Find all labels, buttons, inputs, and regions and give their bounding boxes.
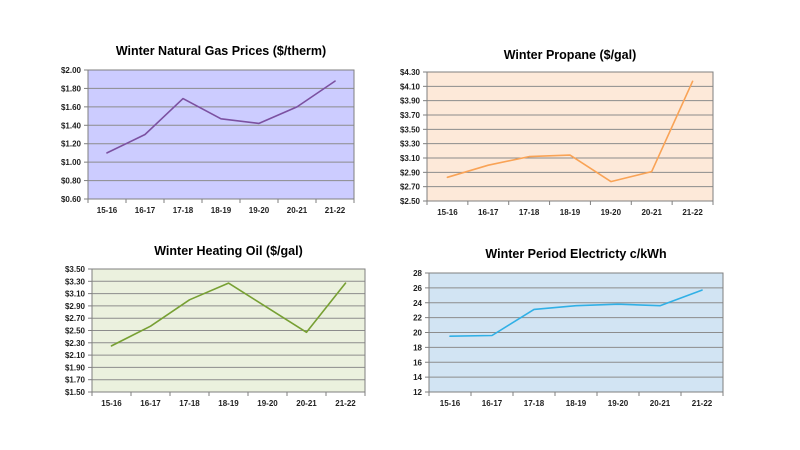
x-tick-label: 15-16 [440, 399, 461, 408]
x-tick-label: 21-22 [335, 399, 356, 408]
x-tick-label: 17-18 [173, 206, 194, 215]
y-tick-label: $2.50 [400, 197, 421, 206]
x-tick-label: 21-22 [692, 399, 713, 408]
x-tick-label: 19-20 [257, 399, 278, 408]
y-tick-label: 14 [413, 373, 422, 382]
chart-electricity: Winter Period Electricty c/kWh 28 26 24 22 2… [400, 243, 732, 408]
x-tick-label: 21-22 [682, 208, 703, 217]
y-tick-label: $3.30 [65, 277, 86, 286]
x-tick-label: 18-19 [211, 206, 232, 215]
chart-plot-mount: 28 26 24 22 20 18 16 14 12 15-16 16-17 17-18 18-19 19… [400, 243, 732, 413]
y-tick-label: 12 [413, 388, 422, 397]
y-tick-label: $3.30 [400, 140, 421, 149]
chart-propane: Winter Propane ($/gal) $4.30 $4.10 $3.90 $3… [398, 42, 726, 222]
y-tick-label: 18 [413, 343, 422, 352]
chart-plot-mount: $4.30 $4.10 $3.90 $3.70 $3.50 $3.30 $3.10 $2.90… [398, 42, 726, 227]
y-tick-label: 22 [413, 314, 422, 323]
chart-title: Winter Propane ($/gal) [503, 48, 637, 62]
y-tick-label: $4.10 [400, 82, 421, 91]
x-tick-label: 16-17 [140, 399, 161, 408]
x-tick-label: 16-17 [135, 206, 156, 215]
y-tick-label: $3.50 [65, 265, 86, 274]
y-tick-label: $2.90 [65, 302, 86, 311]
data-line [110, 282, 347, 347]
plot-border [428, 272, 724, 393]
data-line [106, 80, 336, 154]
plot-border [87, 69, 355, 200]
x-tick-label: 15-16 [101, 399, 122, 408]
chart-canvas: 28 26 24 22 20 18 16 14 12 15-16 16-17 17-18 18-19 19… [413, 269, 724, 408]
x-tick-label: 17-18 [519, 208, 540, 217]
plot-border [426, 71, 714, 202]
data-line [449, 289, 703, 337]
y-tick-label: $2.70 [400, 183, 421, 192]
y-tick-label: $1.50 [65, 388, 86, 397]
x-tick-label: 17-18 [524, 399, 545, 408]
x-tick-label: 18-19 [218, 399, 239, 408]
plot-border [91, 268, 366, 393]
y-tick-label: 24 [413, 299, 422, 308]
x-tick-label: 17-18 [179, 399, 200, 408]
y-tick-label: $0.80 [61, 177, 82, 186]
y-tick-label: 20 [413, 329, 422, 338]
y-tick-label: $3.10 [65, 290, 86, 299]
y-tick-label: $3.70 [400, 111, 421, 120]
chart-heating-oil: Winter Heating Oil ($/gal) $3.50 $3.30 $3.… [58, 240, 376, 408]
chart-canvas: $3.50 $3.30 $3.10 $2.90 $2.70 $2.50 $2.30 $2.10… [65, 265, 366, 408]
x-tick-label: 19-20 [608, 399, 629, 408]
y-tick-label: $2.10 [65, 351, 86, 360]
y-tick-label: $2.30 [65, 339, 86, 348]
x-tick-label: 18-19 [566, 399, 587, 408]
y-tick-label: $3.10 [400, 154, 421, 163]
x-tick-label: 16-17 [478, 208, 499, 217]
y-tick-label: $3.50 [400, 125, 421, 134]
y-tick-label: $1.90 [65, 363, 86, 372]
x-tick-label: 19-20 [249, 206, 270, 215]
chart-title: Winter Heating Oil ($/gal) [154, 244, 303, 258]
y-tick-label: $2.50 [65, 327, 86, 336]
x-tick-label: 15-16 [437, 208, 458, 217]
y-tick-label: $2.70 [65, 314, 86, 323]
y-tick-label: $3.90 [400, 97, 421, 106]
chart-plot-mount: $2.00 $1.80 $1.60 $1.40 $1.20 $1.00 $0.80 $0.60… [55, 40, 367, 227]
y-tick-label: $2.90 [400, 168, 421, 177]
chart-canvas: $4.30 $4.10 $3.90 $3.70 $3.50 $3.30 $3.10 $2.90… [400, 68, 714, 217]
x-tick-label: 18-19 [560, 208, 581, 217]
chart-title: Winter Period Electricty c/kWh [485, 247, 667, 261]
x-tick-label: 20-21 [296, 399, 317, 408]
y-tick-label: $2.00 [61, 66, 82, 75]
x-tick-label: 20-21 [641, 208, 662, 217]
y-tick-label: $1.60 [61, 103, 82, 112]
y-tick-label: $4.30 [400, 68, 421, 77]
x-tick-label: 16-17 [482, 399, 503, 408]
y-tick-label: $0.60 [61, 195, 82, 204]
chart-natural-gas: Winter Natural Gas Prices ($/therm) $2.0… [55, 40, 367, 222]
plot-area [427, 72, 713, 201]
x-tick-label: 20-21 [287, 206, 308, 215]
chart-plot-mount: $3.50 $3.30 $3.10 $2.90 $2.70 $2.50 $2.30 $2.10… [58, 240, 376, 413]
plot-area [88, 70, 354, 199]
x-tick-label: 15-16 [97, 206, 118, 215]
y-tick-label: 26 [413, 284, 422, 293]
y-tick-label: $1.00 [61, 158, 82, 167]
y-tick-label: 28 [413, 269, 422, 278]
chart-canvas: $2.00 $1.80 $1.60 $1.40 $1.20 $1.00 $0.80 $0.60… [61, 66, 355, 215]
x-tick-label: 20-21 [650, 399, 671, 408]
y-tick-label: $1.20 [61, 140, 82, 149]
chart-title: Winter Natural Gas Prices ($/therm) [115, 44, 327, 58]
y-tick-label: $1.40 [61, 121, 82, 130]
y-tick-label: $1.70 [65, 376, 86, 385]
x-tick-label: 21-22 [325, 206, 346, 215]
data-line [446, 80, 694, 183]
y-tick-label: 16 [413, 358, 422, 367]
x-tick-label: 19-20 [601, 208, 622, 217]
y-tick-label: $1.80 [61, 84, 82, 93]
